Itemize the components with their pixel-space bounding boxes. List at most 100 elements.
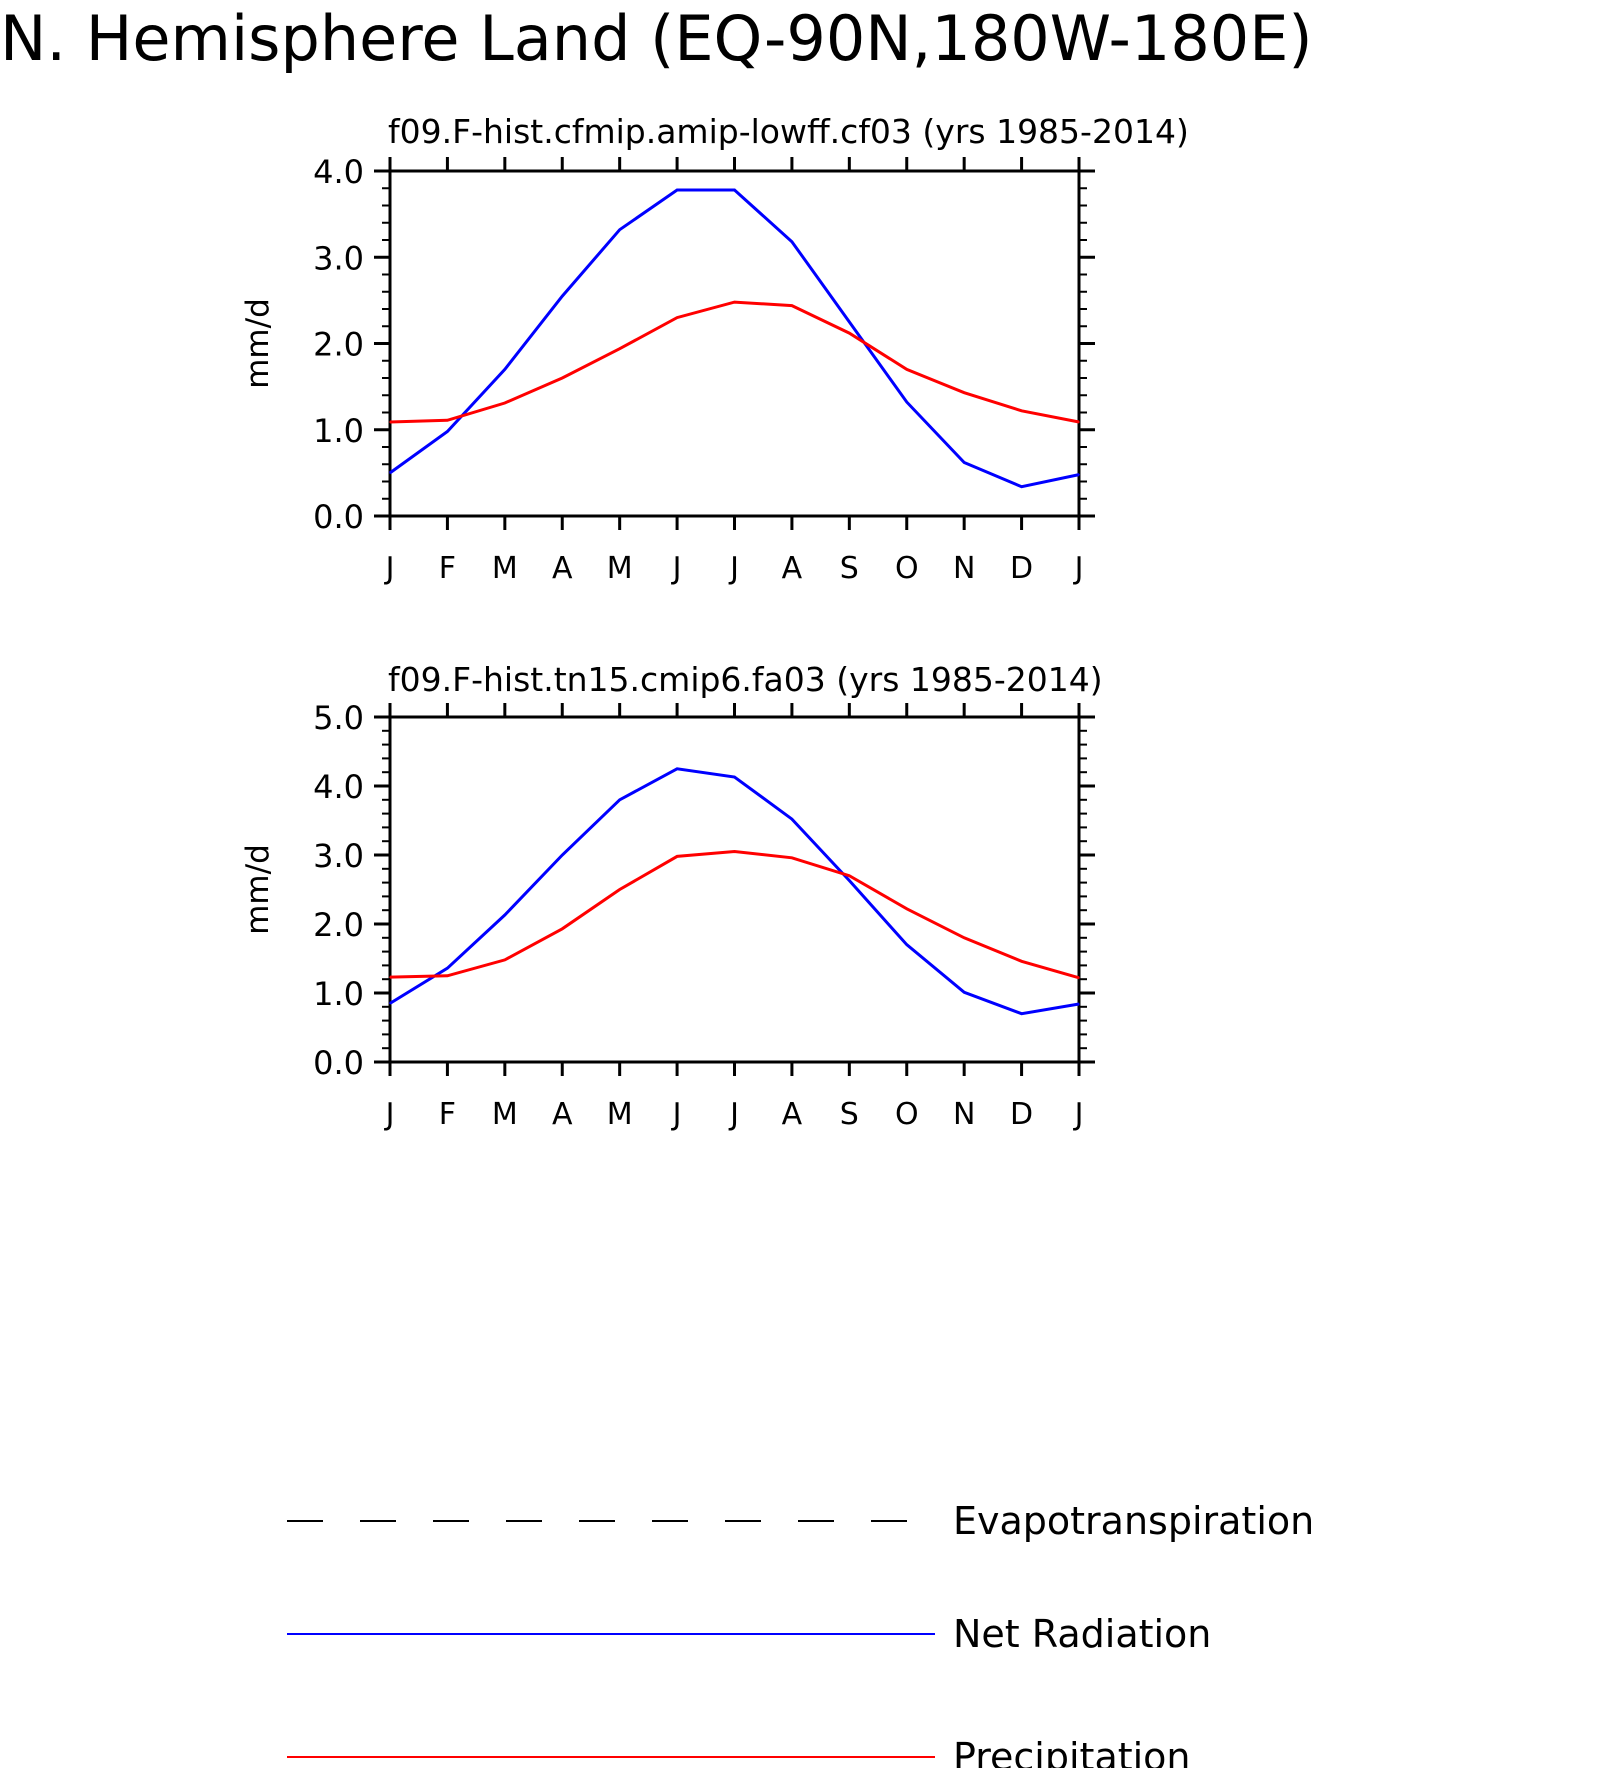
y-axis-label: mm/d (240, 298, 276, 389)
data-point (561, 928, 564, 930)
data-point (446, 974, 449, 977)
x-tick-label: A (552, 551, 573, 586)
legend-label-precipitation: Precipitation (953, 1735, 1191, 1768)
panel-title: f09.F-hist.tn15.cmip6.fa03 (yrs 1985-201… (388, 660, 1103, 699)
x-tick-label: J (384, 1097, 395, 1132)
main-title: N. Hemisphere Land (EQ-90N,180W-180E) (0, 2, 1313, 75)
x-tick-label: J (384, 551, 395, 586)
series-line-net-radiation (389, 188, 1080, 489)
series-line-precipitation (389, 849, 1080, 980)
data-point (905, 908, 908, 910)
y-tick-label: 1.0 (313, 412, 364, 450)
data-point (791, 304, 793, 307)
data-point (963, 461, 965, 464)
data-point (733, 301, 736, 303)
y-axis-label: mm/d (240, 844, 276, 935)
data-point (561, 295, 564, 297)
data-point (791, 818, 793, 820)
data-point (504, 959, 506, 961)
data-point (561, 854, 564, 856)
x-tick-label: M (607, 551, 633, 586)
series-line-net-radiation (389, 767, 1080, 1016)
legend: Evapotranspiration Net Radiation Precipita… (287, 1499, 1314, 1768)
data-point (963, 391, 965, 394)
data-point (446, 419, 449, 422)
data-point (1020, 485, 1023, 488)
data-point (733, 850, 736, 853)
panel-title: f09.F-hist.cfmip.amip-lowff.cf03 (yrs 19… (388, 112, 1189, 151)
data-point (618, 888, 621, 891)
data-point (848, 874, 851, 877)
data-point (1020, 1012, 1023, 1015)
y-tick-label: 4.0 (313, 153, 364, 191)
data-point (848, 332, 851, 334)
data-point (963, 991, 965, 994)
data-point (389, 976, 391, 978)
data-point (1078, 977, 1080, 979)
data-point (1020, 409, 1023, 412)
chart-panel-2: f09.F-hist.tn15.cmip6.fa03 (yrs 1985-201… (240, 660, 1103, 1132)
data-point (1078, 473, 1080, 476)
data-point (848, 879, 851, 882)
data-point (676, 316, 678, 319)
data-point (963, 937, 965, 939)
data-point (504, 402, 506, 404)
chart-panel-1: f09.F-hist.cfmip.amip-lowff.cf03 (yrs 19… (240, 112, 1189, 586)
x-tick-label: J (671, 1097, 682, 1132)
x-tick-label: J (1073, 1097, 1084, 1132)
x-tick-label: S (840, 551, 859, 586)
y-tick-label: 2.0 (313, 906, 364, 944)
x-tick-label: F (439, 1097, 456, 1132)
x-tick-label: F (439, 551, 456, 586)
legend-label-evapotranspiration: Evapotranspiration (953, 1499, 1314, 1543)
x-tick-label: S (840, 1097, 859, 1132)
x-tick-label: A (782, 551, 803, 586)
data-point (791, 856, 793, 859)
plot-frame (388, 715, 1081, 1064)
data-point (905, 401, 908, 403)
x-tick-label: D (1010, 1097, 1033, 1132)
legend-label-net-radiation: Net Radiation (953, 1612, 1211, 1656)
data-point (389, 472, 391, 474)
y-tick-label: 5.0 (313, 699, 364, 737)
y-tick-label: 4.0 (313, 768, 364, 806)
y-tick-label: 2.0 (313, 326, 364, 364)
data-point (618, 347, 621, 350)
data-point (848, 321, 851, 323)
data-point (561, 377, 564, 379)
x-tick-label: A (552, 1097, 573, 1132)
data-point (446, 967, 449, 969)
x-tick-label: J (1073, 551, 1084, 586)
x-tick-label: N (953, 551, 975, 586)
data-point (1020, 960, 1023, 963)
data-point (676, 189, 678, 191)
data-point (791, 240, 793, 243)
x-tick-label: O (895, 551, 919, 586)
data-point (504, 914, 506, 916)
data-point (1078, 421, 1080, 423)
data-point (733, 189, 736, 191)
y-tick-label: 0.0 (313, 1044, 364, 1082)
data-point (618, 228, 621, 231)
x-tick-label: D (1010, 551, 1033, 586)
x-tick-label: A (782, 1097, 803, 1132)
y-tick-label: 1.0 (313, 975, 364, 1013)
data-point (676, 855, 678, 858)
y-tick-label: 0.0 (313, 498, 364, 536)
x-tick-label: J (671, 551, 682, 586)
data-point (676, 767, 678, 770)
data-point (389, 1002, 391, 1005)
data-point (618, 799, 621, 801)
x-tick-label: N (953, 1097, 975, 1132)
x-tick-label: M (492, 551, 518, 586)
x-tick-label: J (728, 551, 739, 586)
data-point (446, 430, 449, 433)
data-point (504, 368, 506, 371)
y-tick-label: 3.0 (313, 837, 364, 875)
y-tick-label: 3.0 (313, 239, 364, 277)
data-point (905, 368, 908, 371)
x-tick-label: M (492, 1097, 518, 1132)
series-line-precipitation (389, 300, 1080, 424)
x-tick-label: J (728, 1097, 739, 1132)
